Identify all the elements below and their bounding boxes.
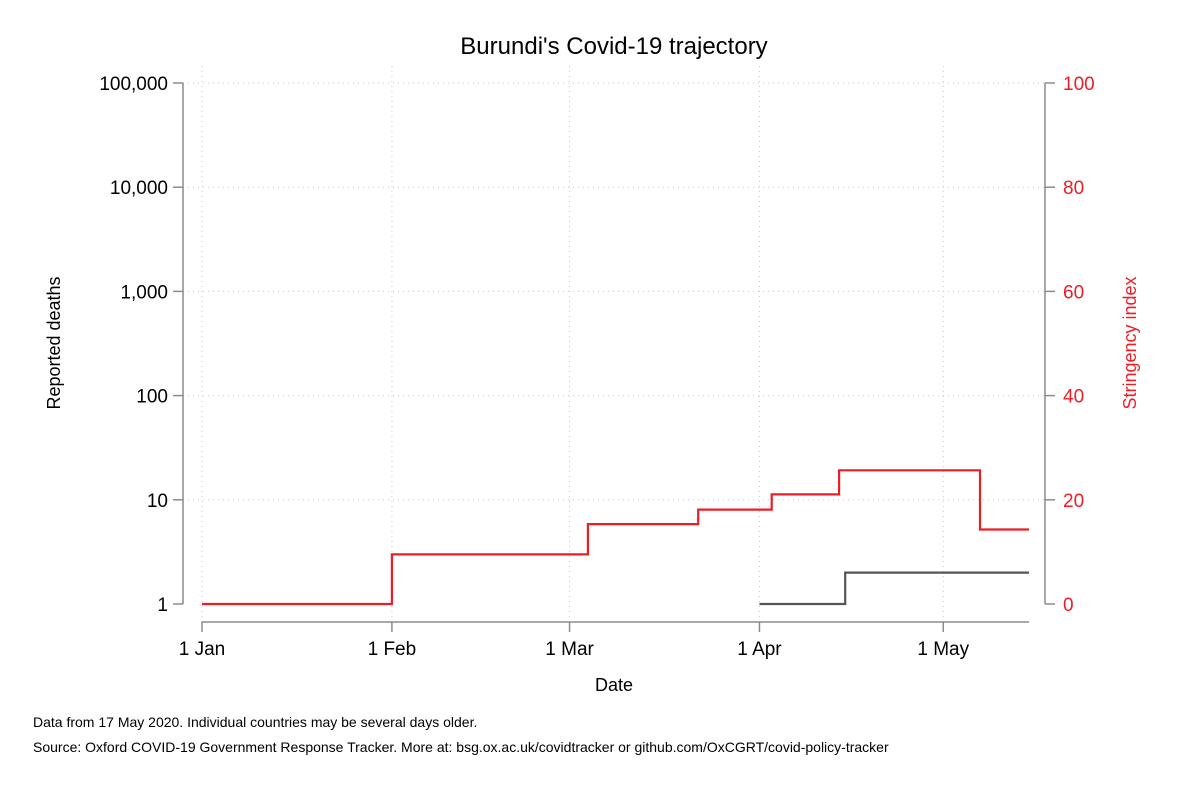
x-tick-label: 1 Feb (368, 639, 417, 660)
x-tick-label: 1 Jan (179, 639, 225, 660)
axes (182, 83, 1046, 623)
y-left-tick-label: 1 (157, 595, 168, 616)
y-right-tick-label: 40 (1063, 387, 1084, 408)
y-right-tick-label: 20 (1063, 491, 1084, 512)
ticks: 1 10 100 1,000 10,000 100,000 0 20 40 60 80 100 1 Ja… (99, 74, 1094, 660)
x-tick-label: 1 Apr (737, 639, 782, 660)
x-axis-label: Date (595, 675, 633, 695)
footer-note: Data from 17 May 2020. Individual countr… (33, 714, 477, 730)
gridlines (183, 66, 1045, 622)
y-right-tick-label: 80 (1063, 178, 1084, 199)
y-left-tick-label: 10,000 (110, 178, 168, 199)
y-left-tick-label: 1,000 (120, 282, 168, 303)
y-left-tick-label: 100,000 (99, 74, 168, 95)
y-right-tick-label: 100 (1063, 74, 1095, 95)
y-axis-right-label: Stringency index (1120, 276, 1140, 409)
deaths-line (759, 571, 1029, 606)
series (202, 469, 1029, 606)
y-left-tick-label: 10 (147, 491, 168, 512)
chart-title: Burundi's Covid-19 trajectory (460, 33, 767, 60)
x-tick-label: 1 Mar (545, 639, 594, 660)
footer-source: Source: Oxford COVID-19 Government Respo… (33, 739, 889, 755)
y-right-tick-label: 0 (1063, 595, 1074, 616)
y-right-tick-label: 60 (1063, 282, 1084, 303)
x-tick-label: 1 May (917, 639, 969, 660)
y-axis-left-label: Reported deaths (44, 276, 64, 409)
stringency-line (202, 469, 1029, 606)
y-left-tick-label: 100 (136, 387, 168, 408)
